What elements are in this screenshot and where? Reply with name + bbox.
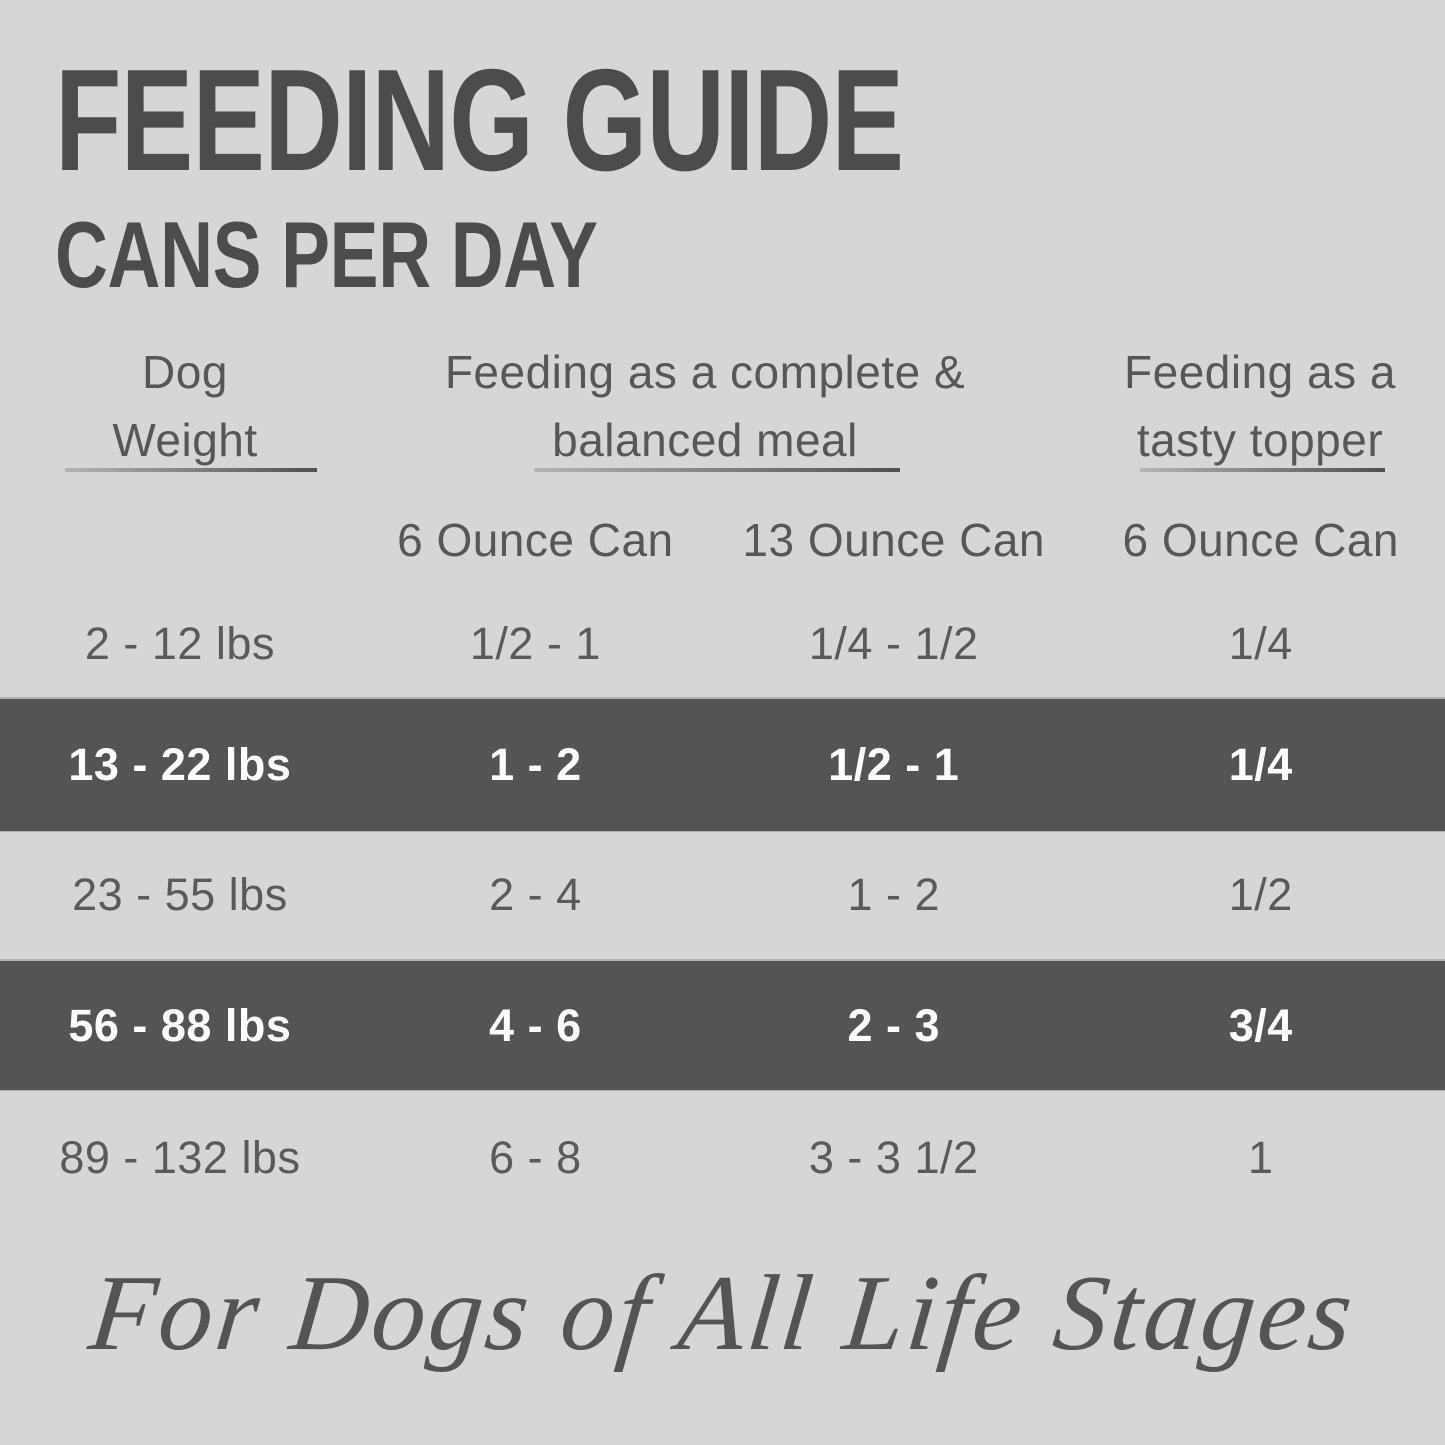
- page-subtitle: CANS PER DAY: [55, 202, 598, 307]
- cell-complete-6oz: 4 - 6: [489, 999, 582, 1051]
- cell-topper-6oz: 1/4: [1228, 739, 1293, 790]
- can-size-header-row: 6 Ounce Can 13 Ounce Can 6 Ounce Can: [0, 505, 1445, 575]
- column-header-complete-meal: Feeding as a complete & balanced meal: [430, 338, 980, 474]
- cell-complete-6oz: 1/2 - 1: [469, 617, 601, 669]
- cell-complete-13oz: 3 - 3 1/2: [808, 1131, 979, 1183]
- column-header-line: Weight: [112, 414, 258, 466]
- subheader-13oz-can: 13 Ounce Can: [742, 514, 1046, 566]
- page-title: FEEDING GUIDE: [55, 39, 904, 201]
- cell-dog-weight: 13 - 22 lbs: [68, 739, 292, 790]
- table-row: 23 - 55 lbs 2 - 4 1 - 2 1/2: [0, 831, 1445, 959]
- cell-dog-weight: 89 - 132 lbs: [59, 1131, 301, 1183]
- cell-dog-weight: 23 - 55 lbs: [72, 869, 288, 920]
- cell-complete-13oz: 1 - 2: [847, 869, 940, 920]
- cell-topper-6oz: 1/2: [1228, 869, 1293, 920]
- subheader-6oz-can: 6 Ounce Can: [397, 514, 674, 566]
- table-row-highlighted: 13 - 22 lbs 1 - 2 1/2 - 1 1/4: [0, 697, 1445, 831]
- table-row: 89 - 132 lbs 6 - 8 3 - 3 1/2 1: [0, 1090, 1445, 1225]
- column-header-tasty-topper: Feeding as a tasty topper: [1095, 338, 1425, 474]
- feeding-table-body: 2 - 12 lbs 1/2 - 1 1/4 - 1/2 1/4 13 - 22…: [0, 590, 1445, 1225]
- column-header-line: Dog: [142, 346, 228, 398]
- table-row: 2 - 12 lbs 1/2 - 1 1/4 - 1/2 1/4: [0, 590, 1445, 697]
- header-underline: [534, 468, 900, 472]
- cell-complete-6oz: 6 - 8: [489, 1131, 582, 1183]
- column-header-line: balanced meal: [552, 414, 858, 466]
- cell-complete-6oz: 2 - 4: [489, 869, 582, 920]
- all-life-stages-tagline: For Dogs of All Life Stages: [84, 1254, 1361, 1373]
- cell-topper-6oz: 3/4: [1228, 999, 1293, 1051]
- cell-complete-6oz: 1 - 2: [489, 739, 582, 790]
- column-header-line: tasty topper: [1136, 414, 1384, 466]
- header-underline: [65, 468, 317, 472]
- cell-complete-13oz: 2 - 3: [847, 999, 940, 1051]
- column-header-dog-weight: Dog Weight: [30, 338, 340, 474]
- cell-dog-weight: 56 - 88 lbs: [68, 999, 292, 1051]
- cell-complete-13oz: 1/2 - 1: [828, 739, 960, 790]
- column-header-line: Feeding as a complete &: [444, 346, 966, 398]
- cell-topper-6oz: 1: [1247, 1131, 1274, 1183]
- cell-dog-weight: 2 - 12 lbs: [84, 617, 275, 669]
- header-underline: [1140, 468, 1385, 472]
- table-row-highlighted: 56 - 88 lbs 4 - 6 2 - 3 3/4: [0, 959, 1445, 1090]
- cell-topper-6oz: 1/4: [1228, 617, 1293, 669]
- cell-complete-13oz: 1/4 - 1/2: [808, 617, 979, 669]
- column-header-line: Feeding as a: [1124, 346, 1396, 398]
- subheader-6oz-can-topper: 6 Ounce Can: [1122, 514, 1400, 566]
